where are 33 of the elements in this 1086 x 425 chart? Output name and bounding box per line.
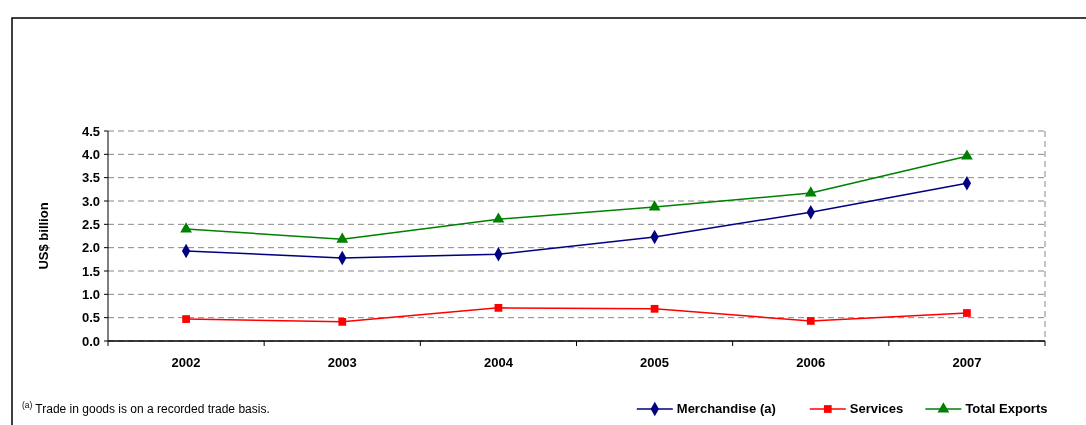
- legend-label: Total Exports: [965, 401, 1048, 416]
- point: [650, 304, 659, 313]
- point: [806, 317, 815, 325]
- y-tick-label: 3.0: [81, 193, 100, 209]
- point: [336, 232, 349, 243]
- legend-label: Merchandise (a): [676, 401, 776, 416]
- y-tick-label: 0.5: [81, 310, 100, 326]
- y-tick-label: 0.0: [81, 333, 100, 349]
- x-tick-label: 2002: [171, 355, 201, 370]
- point: [494, 303, 503, 312]
- x-tick-label: 2006: [796, 355, 826, 370]
- x-tick-label: 2004: [483, 355, 514, 370]
- point: [182, 315, 190, 323]
- y-tick-label: 1.0: [81, 286, 100, 302]
- y-tick-label: 1.5: [81, 263, 100, 279]
- y-axis-title: US$ billion: [36, 202, 51, 270]
- y-tick-label: 4.5: [81, 123, 100, 139]
- x-tick-label: 2007: [952, 355, 982, 370]
- x-tick-label: 2005: [640, 355, 670, 370]
- text: $^{(a)}$ Trade in goods is on a recorded trade basis.: [22, 400, 270, 416]
- x-tick-label: 2003: [327, 355, 357, 370]
- legend-label: Services: [849, 401, 904, 416]
- point: [180, 222, 192, 233]
- point: [648, 200, 661, 211]
- point: [961, 149, 973, 160]
- y-tick-label: 4.0: [81, 146, 100, 162]
- point: [804, 186, 817, 197]
- y-tick-label: 2.5: [81, 216, 100, 232]
- point: [338, 317, 347, 326]
- y-tick-label: 2.0: [81, 240, 100, 256]
- point: [963, 309, 971, 317]
- point: [492, 212, 505, 223]
- y-tick-label: 3.5: [81, 170, 100, 186]
